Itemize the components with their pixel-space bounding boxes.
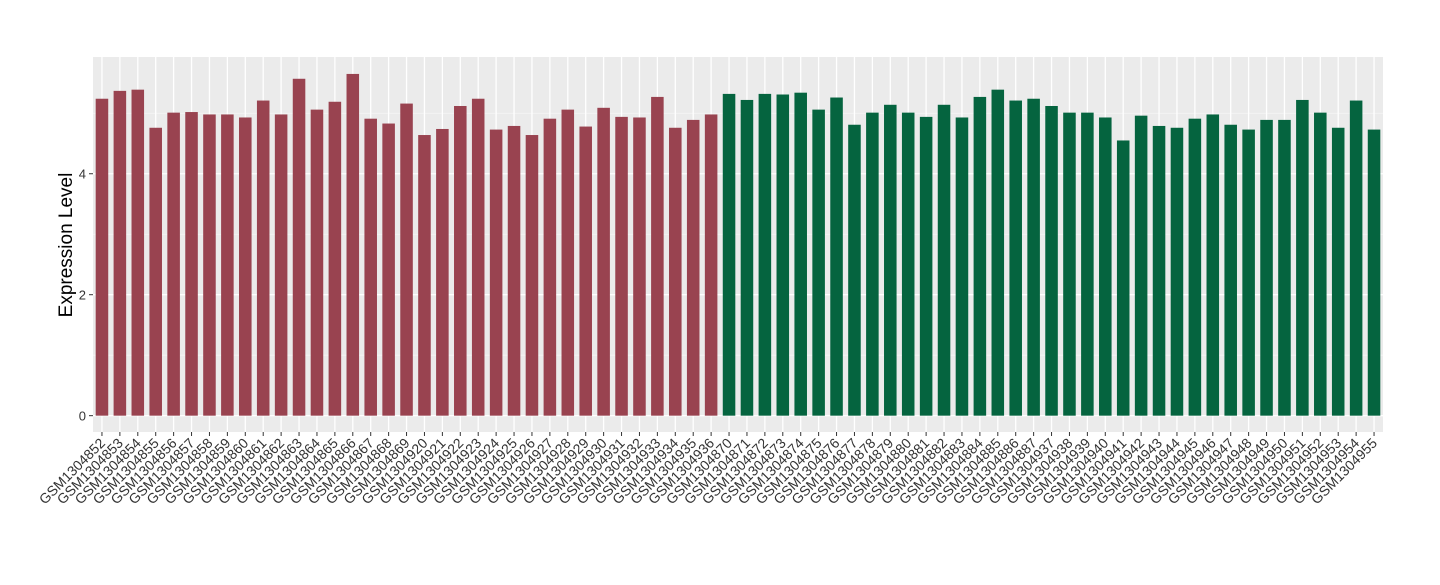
bar <box>131 89 145 416</box>
bar <box>884 104 897 416</box>
bar <box>382 123 395 416</box>
bar <box>794 92 807 416</box>
bar <box>740 99 754 416</box>
bar <box>937 104 951 416</box>
bar <box>1296 99 1309 416</box>
bar <box>221 114 234 416</box>
bar <box>1278 119 1291 416</box>
bar <box>1116 140 1130 416</box>
bar <box>955 117 969 416</box>
bar <box>1314 112 1327 416</box>
bar <box>561 109 575 416</box>
bar <box>292 78 306 416</box>
bar <box>239 117 252 416</box>
bar <box>579 126 592 416</box>
bar <box>400 103 413 416</box>
bar <box>1045 105 1058 416</box>
bar <box>203 114 216 416</box>
bar <box>507 125 521 416</box>
y-tick-label: 2 <box>79 288 86 303</box>
y-tick-label: 0 <box>79 409 86 424</box>
bar <box>1367 129 1381 416</box>
bar <box>185 112 198 416</box>
bar <box>274 114 288 416</box>
bar <box>543 118 557 416</box>
bar <box>686 119 700 416</box>
bar <box>1188 118 1202 416</box>
bar <box>848 124 861 416</box>
bar <box>973 96 987 416</box>
bar <box>525 135 539 416</box>
bar <box>489 129 503 416</box>
plot-panel <box>93 57 1383 432</box>
bar <box>418 135 431 416</box>
bar <box>436 128 449 416</box>
y-axis-label: Expression Level <box>56 173 77 318</box>
bar <box>830 97 843 416</box>
bar <box>1170 127 1184 416</box>
bar <box>901 112 915 416</box>
bar <box>704 114 718 416</box>
bar <box>1152 125 1166 416</box>
bar <box>1349 100 1363 416</box>
bar <box>722 93 736 416</box>
bar <box>1134 115 1148 416</box>
bar <box>1206 114 1220 416</box>
bar <box>633 117 646 416</box>
bar <box>1224 124 1237 416</box>
bar <box>1242 129 1255 416</box>
bar <box>812 109 825 416</box>
bar <box>1099 117 1112 416</box>
bar <box>1081 112 1094 416</box>
bar <box>1009 100 1022 416</box>
bar <box>651 96 664 416</box>
bar <box>615 116 628 416</box>
bar <box>991 89 1005 416</box>
bar <box>471 98 485 416</box>
bar <box>167 112 180 416</box>
bar <box>1063 112 1076 416</box>
bar <box>919 116 933 416</box>
bar <box>256 100 270 416</box>
y-tick-label: 4 <box>79 167 86 182</box>
bar <box>669 127 682 416</box>
bar <box>346 73 360 416</box>
bar <box>149 127 162 416</box>
bar <box>113 90 127 416</box>
bar <box>1260 119 1273 416</box>
bar <box>776 94 790 416</box>
bar <box>95 98 109 416</box>
bar <box>454 105 467 416</box>
bar <box>1331 127 1345 416</box>
bar <box>310 109 324 416</box>
bar <box>866 112 879 416</box>
bar <box>328 101 342 416</box>
bar <box>364 118 377 416</box>
bar <box>1027 98 1040 416</box>
bar <box>758 93 772 416</box>
bar <box>597 107 610 416</box>
